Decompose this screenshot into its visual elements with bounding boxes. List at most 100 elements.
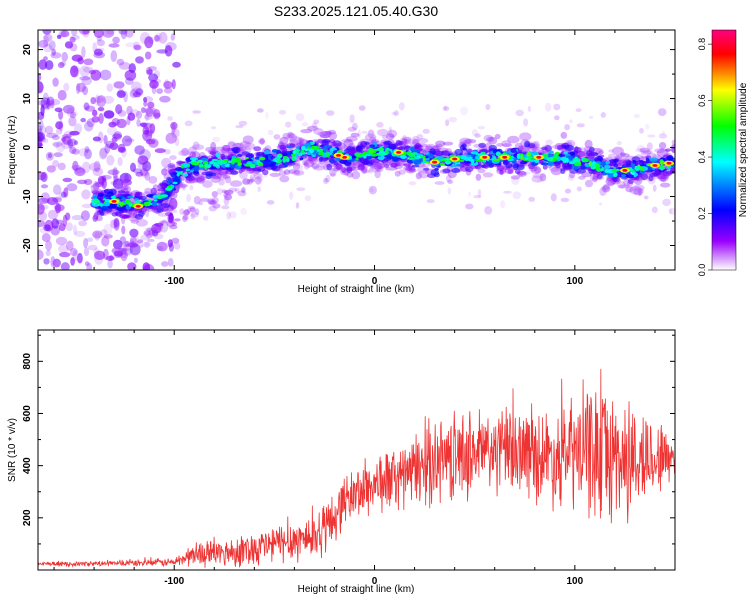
ridge-blob xyxy=(658,142,667,150)
noise-blob xyxy=(93,30,104,38)
noise-blob xyxy=(56,127,63,135)
y-tick-label: 600 xyxy=(22,405,33,422)
noise-blob xyxy=(545,139,553,146)
noise-blob xyxy=(135,88,144,96)
ridge-blob xyxy=(237,162,242,166)
noise-blob xyxy=(148,66,157,71)
noise-blob xyxy=(80,117,86,123)
noise-blob xyxy=(89,162,101,172)
noise-blob xyxy=(192,110,202,114)
noise-blob xyxy=(207,199,215,206)
noise-blob xyxy=(249,178,256,183)
noise-blob xyxy=(51,218,59,229)
noise-blob xyxy=(158,31,168,44)
noise-blob xyxy=(129,243,139,247)
ridge-blob xyxy=(328,132,338,140)
ridge-blob xyxy=(116,180,129,185)
noise-blob xyxy=(74,123,83,134)
ridge-blob xyxy=(165,187,173,192)
ridge-blob xyxy=(298,152,303,156)
noise-blob xyxy=(443,105,447,111)
ridge-blob xyxy=(486,136,495,143)
noise-blob xyxy=(253,173,263,180)
noise-blob xyxy=(182,214,189,221)
ridge-blob xyxy=(423,167,430,171)
noise-blob xyxy=(146,233,153,239)
ridge-blob xyxy=(345,136,358,142)
ridge-blob xyxy=(251,167,259,171)
noise-blob xyxy=(79,65,90,78)
ridge-blob xyxy=(282,156,288,159)
ridge-blob xyxy=(191,144,205,151)
noise-blob xyxy=(170,121,178,130)
ridge-blob xyxy=(550,166,563,176)
ridge-blob xyxy=(359,159,370,164)
noise-blob xyxy=(171,237,180,244)
noise-blob xyxy=(70,34,80,41)
noise-blob xyxy=(130,162,136,172)
noise-blob xyxy=(40,184,49,189)
noise-blob xyxy=(139,149,151,162)
snr-ylabel: SNR (10 * v/v) xyxy=(7,418,18,482)
noise-blob xyxy=(140,234,150,241)
noise-blob xyxy=(182,215,188,223)
ridge-blob xyxy=(276,154,282,160)
ridge-blob xyxy=(176,173,180,177)
noise-blob xyxy=(448,116,458,123)
noise-blob xyxy=(422,128,430,134)
noise-blob xyxy=(44,60,54,71)
noise-blob xyxy=(90,69,102,81)
ridge-blob xyxy=(462,147,467,151)
ridge-blob xyxy=(633,184,645,192)
ridge-blob xyxy=(657,174,664,180)
ridge-blob xyxy=(468,156,473,162)
noise-blob xyxy=(140,169,150,178)
ridge-blob xyxy=(244,142,256,150)
noise-blob xyxy=(485,104,491,110)
noise-blob xyxy=(74,140,79,146)
noise-blob xyxy=(166,219,176,227)
noise-blob xyxy=(523,118,529,127)
ridge-blob xyxy=(475,173,482,181)
noise-blob xyxy=(70,257,75,266)
ridge-blob xyxy=(148,199,152,203)
noise-blob xyxy=(124,138,135,143)
ridge-blob xyxy=(335,163,343,170)
noise-blob xyxy=(99,69,112,81)
noise-blob xyxy=(188,206,196,210)
ridge-blob xyxy=(444,158,452,161)
noise-blob xyxy=(161,168,168,176)
ridge-blob xyxy=(264,159,271,162)
ridge-hotspot-core xyxy=(666,161,672,165)
noise-blob xyxy=(512,191,521,200)
noise-blob xyxy=(141,107,146,114)
noise-blob xyxy=(116,118,127,129)
ridge-blob xyxy=(160,203,171,209)
noise-blob xyxy=(42,30,52,35)
noise-blob xyxy=(98,113,104,124)
ridge-blob xyxy=(524,140,531,148)
noise-blob xyxy=(163,81,173,89)
noise-blob xyxy=(80,210,90,222)
ridge-hotspot-core xyxy=(342,155,347,159)
ridge-blob xyxy=(189,157,199,161)
ridge-blob xyxy=(493,158,500,162)
colorbar-tick-label: 0.4 xyxy=(697,151,707,164)
ridge-blob xyxy=(406,151,413,156)
noise-blob xyxy=(38,249,44,260)
ridge-blob xyxy=(96,210,104,215)
ridge-blob xyxy=(601,185,611,193)
ridge-blob xyxy=(440,150,450,156)
noise-blob xyxy=(106,154,115,166)
ridge-blob xyxy=(210,175,221,183)
noise-blob xyxy=(95,95,104,104)
noise-blob xyxy=(447,187,451,195)
noise-blob xyxy=(53,142,60,149)
noise-blob xyxy=(40,192,50,203)
ridge-blob xyxy=(608,153,616,159)
noise-blob xyxy=(113,131,123,141)
noise-blob xyxy=(167,116,173,121)
ridge-blob xyxy=(299,157,304,161)
ridge-hotspot-core xyxy=(502,155,508,159)
